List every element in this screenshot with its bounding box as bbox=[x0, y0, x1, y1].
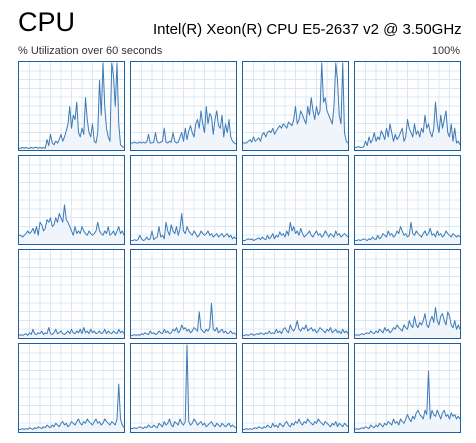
utilization-line bbox=[355, 370, 460, 430]
core-graph-14[interactable] bbox=[242, 343, 349, 433]
core-graph-svg bbox=[355, 62, 460, 150]
core-graph-svg bbox=[243, 62, 348, 150]
utilization-axis-label: % Utilization over 60 seconds bbox=[18, 45, 163, 57]
core-graph-svg bbox=[19, 250, 124, 338]
utilization-area bbox=[355, 371, 460, 432]
utilization-line bbox=[355, 221, 460, 242]
utilization-line bbox=[19, 327, 124, 336]
utilization-line bbox=[355, 307, 460, 336]
core-graph-15[interactable] bbox=[354, 343, 461, 433]
utilization-line bbox=[19, 204, 124, 238]
core-graph-4[interactable] bbox=[18, 155, 125, 245]
utilization-line bbox=[355, 101, 460, 148]
utilization-area bbox=[355, 102, 460, 150]
utilization-area bbox=[19, 204, 124, 244]
utilization-area bbox=[243, 418, 348, 432]
utilization-line bbox=[131, 106, 236, 145]
core-graph-3[interactable] bbox=[354, 61, 461, 151]
core-graph-svg bbox=[355, 250, 460, 338]
utilization-area bbox=[355, 307, 460, 338]
core-graph-1[interactable] bbox=[130, 61, 237, 151]
core-graph-11[interactable] bbox=[354, 249, 461, 339]
core-graph-8[interactable] bbox=[18, 249, 125, 339]
utilization-area bbox=[355, 222, 460, 244]
utilization-line bbox=[243, 320, 348, 336]
core-graph-svg bbox=[19, 156, 124, 244]
core-graph-10[interactable] bbox=[242, 249, 349, 339]
core-graph-6[interactable] bbox=[242, 155, 349, 245]
core-graph-svg bbox=[19, 62, 124, 150]
utilization-line bbox=[131, 213, 236, 242]
core-graph-0[interactable] bbox=[18, 61, 125, 151]
core-graph-13[interactable] bbox=[130, 343, 237, 433]
core-graph-svg bbox=[19, 344, 124, 432]
core-graph-7[interactable] bbox=[354, 155, 461, 245]
utilization-line bbox=[131, 302, 236, 336]
core-graph-2[interactable] bbox=[242, 61, 349, 151]
utilization-line bbox=[131, 344, 236, 430]
utilization-line bbox=[19, 62, 124, 149]
core-graph-5[interactable] bbox=[130, 155, 237, 245]
core-graph-svg bbox=[355, 156, 460, 244]
utilization-line bbox=[19, 383, 124, 430]
utilization-area bbox=[243, 320, 348, 338]
core-graph-svg bbox=[131, 250, 236, 338]
utilization-area bbox=[19, 63, 124, 150]
core-graph-svg bbox=[355, 344, 460, 432]
core-graph-svg bbox=[131, 62, 236, 150]
utilization-max-label: 100% bbox=[431, 45, 460, 57]
utilization-area bbox=[243, 222, 348, 244]
core-graph-svg bbox=[243, 156, 348, 244]
utilization-line bbox=[243, 62, 348, 144]
core-graph-svg bbox=[131, 344, 236, 432]
logical-processor-grid[interactable] bbox=[18, 61, 462, 436]
cpu-title: CPU bbox=[18, 7, 76, 37]
utilization-area bbox=[131, 303, 236, 338]
core-graph-12[interactable] bbox=[18, 343, 125, 433]
cpu-model-name: Intel(R) Xeon(R) CPU E5-2637 v2 @ 3.50GH… bbox=[153, 21, 462, 38]
utilization-line bbox=[243, 418, 348, 430]
core-graph-9[interactable] bbox=[130, 249, 237, 339]
utilization-area bbox=[131, 106, 236, 150]
core-graph-svg bbox=[131, 156, 236, 244]
utilization-area bbox=[19, 327, 124, 338]
utilization-line bbox=[243, 221, 348, 242]
core-graph-svg bbox=[243, 344, 348, 432]
core-graph-svg bbox=[243, 250, 348, 338]
utilization-area bbox=[131, 213, 236, 244]
